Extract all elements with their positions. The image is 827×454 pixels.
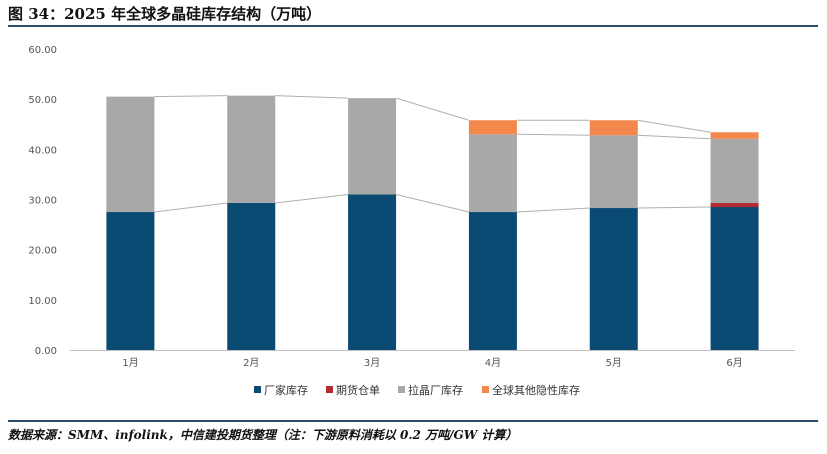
connector-line-grey — [516, 133, 590, 136]
y-tick-label: 0.00 — [35, 346, 57, 357]
x-tick-label: 4月 — [485, 357, 501, 369]
bar-segment — [710, 207, 759, 350]
bar-segment — [106, 212, 155, 350]
legend-label: 拉晶厂库存 — [408, 383, 463, 397]
y-tick-label: 60.00 — [28, 45, 57, 56]
bar-segment — [468, 134, 517, 213]
stacked-bar-chart: 0.00 10.00 20.00 30.00 40.00 50.00 60.00 1月 2月 3… — [28, 45, 795, 397]
connector-line-total — [395, 97, 470, 121]
y-tick-label: 40.00 — [28, 145, 57, 156]
bar-segment — [589, 120, 638, 136]
y-tick-label: 20.00 — [28, 246, 57, 257]
bar-segment — [710, 138, 759, 204]
connector-line-factory — [637, 206, 711, 209]
source-note: 数据来源：SMM、infolink，中信建投期货整理（注：下游原料消耗以 0.2… — [8, 428, 518, 442]
x-tick-label: 5月 — [606, 357, 622, 369]
x-tick-label: 1月 — [122, 357, 138, 369]
connector-lines — [154, 95, 711, 213]
connector-line-factory — [275, 193, 349, 204]
bar-segment — [348, 98, 397, 195]
legend-swatch — [398, 386, 405, 393]
bar-segment — [468, 212, 517, 350]
connector-line-factory — [516, 207, 590, 213]
connector-line-factory — [395, 193, 470, 213]
y-axis: 0.00 10.00 20.00 30.00 40.00 50.00 60.00 — [28, 45, 57, 357]
y-tick-label: 30.00 — [28, 196, 57, 207]
x-tick-label: 6月 — [726, 357, 742, 369]
connector-line-total — [637, 119, 711, 133]
x-tick-label: 2月 — [243, 357, 259, 369]
legend: 厂家库存 期货仓单 拉晶厂库存 全球其他隐性库存 — [254, 383, 580, 397]
bar-segment — [106, 96, 155, 213]
legend-label: 期货仓单 — [336, 383, 380, 397]
title-rule — [8, 25, 818, 27]
footer-rule — [8, 420, 818, 422]
connector-line-total — [154, 95, 228, 98]
legend-swatch — [482, 386, 489, 393]
bar-segment — [468, 120, 517, 135]
connector-line-factory — [154, 202, 228, 213]
legend-swatch — [326, 386, 333, 393]
bar-segment — [589, 208, 638, 350]
bar-segment — [227, 95, 276, 204]
y-tick-label: 50.00 — [28, 95, 57, 106]
bar-segment — [710, 132, 759, 139]
bar-segment — [710, 203, 759, 208]
connector-line-grey — [637, 134, 711, 140]
x-axis: 1月 2月 3月 4月 5月 6月 — [70, 350, 795, 369]
figure-title: 图 34：2025 年全球多晶硅库存结构（万吨） — [8, 5, 322, 23]
bar-segment — [348, 194, 397, 350]
legend-swatch — [254, 386, 261, 393]
legend-label: 全球其他隐性库存 — [492, 383, 580, 397]
connector-line-total — [275, 95, 349, 99]
bar-segment — [227, 203, 276, 350]
bars — [106, 95, 759, 350]
y-tick-label: 10.00 — [28, 296, 57, 307]
x-tick-label: 3月 — [364, 357, 380, 369]
bar-segment — [589, 135, 638, 209]
legend-label: 厂家库存 — [264, 383, 308, 397]
